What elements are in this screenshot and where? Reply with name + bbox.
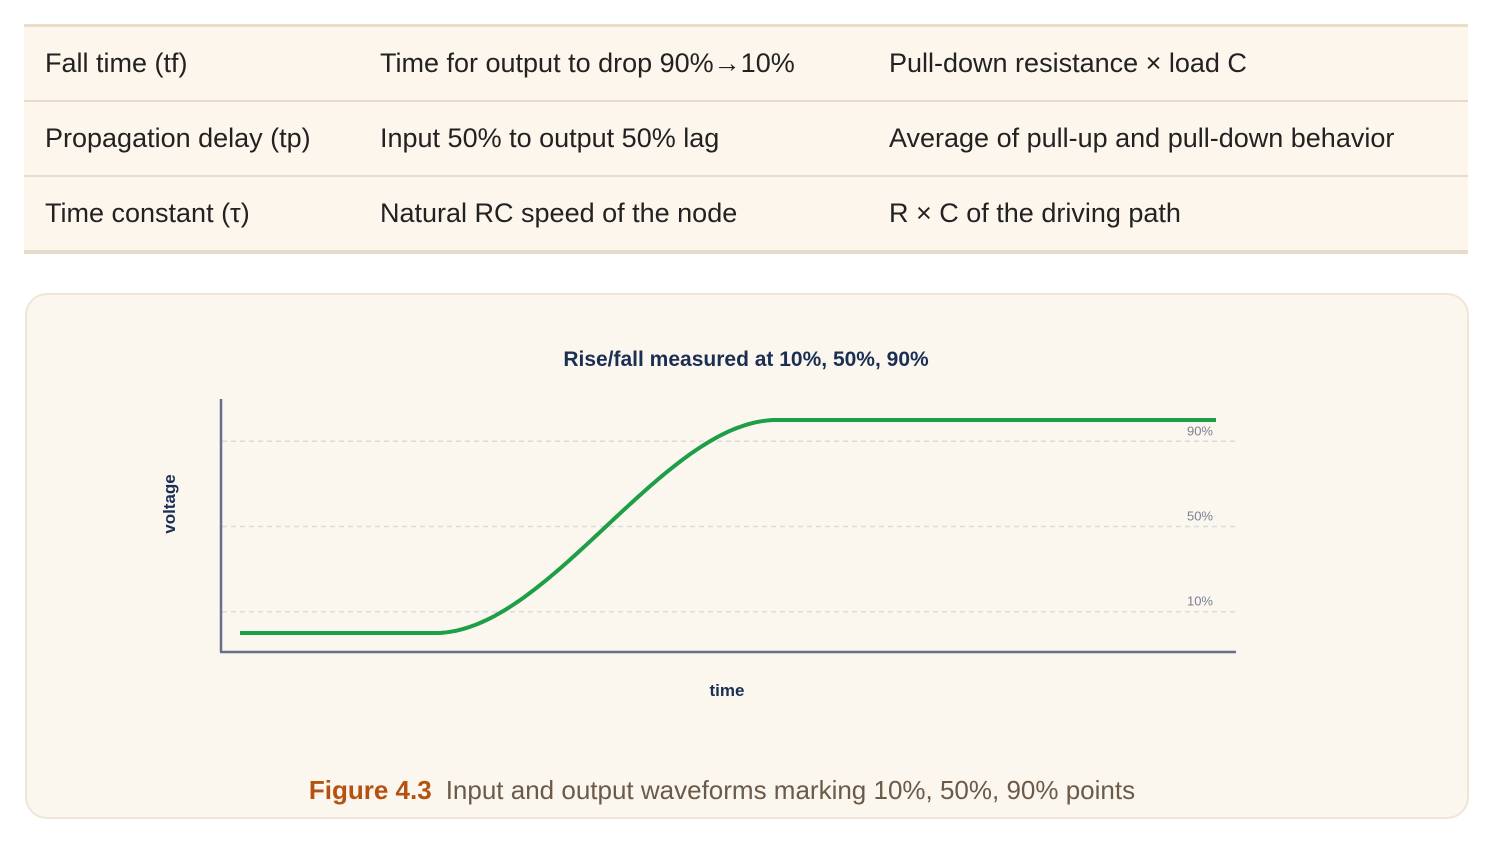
table-top-border	[24, 24, 1468, 27]
reference-lines: 90% 50% 10%	[222, 423, 1236, 613]
table-cell-term: Fall time (tf)	[24, 27, 359, 102]
table-cell-driver: R × C of the driving path	[868, 176, 1468, 254]
chart-title: Rise/fall measured at 10%, 50%, 90%	[563, 348, 929, 371]
reference-label-10pct: 10%	[1187, 594, 1213, 609]
output-waveform-series	[240, 418, 1216, 635]
figure-panel	[25, 293, 1469, 819]
table-row: Fall time (tf) Time for output to drop 9…	[24, 27, 1468, 102]
table-cell-meaning: Input 50% to output 50% lag	[359, 101, 868, 177]
table-row: Time constant (τ) Natural RC speed of th…	[24, 176, 1468, 254]
table-cell-term: Time constant (τ)	[24, 176, 359, 254]
table-cell-term: Propagation delay (tp)	[24, 101, 359, 177]
table-row: Propagation delay (tp) Input 50% to outp…	[24, 101, 1468, 177]
figure-caption: Figure 4.3 Input and output waveforms mar…	[0, 775, 1444, 806]
x-axis-label: time	[710, 681, 745, 700]
table-cell-meaning: Natural RC speed of the node	[359, 176, 868, 254]
reference-label-90pct: 90%	[1187, 423, 1213, 438]
y-axis-label: voltage	[160, 474, 179, 534]
figure-caption-text: Input and output waveforms marking 10%, …	[445, 775, 1136, 805]
figure-number: Figure 4.3	[308, 775, 432, 805]
timing-terms-table: Fall time (tf) Time for output to drop 9…	[24, 27, 1468, 254]
table-cell-meaning: Time for output to drop 90%→10%	[359, 27, 868, 102]
table-cell-driver: Pull-down resistance × load C	[868, 27, 1468, 102]
table-cell-driver: Average of pull-up and pull-down behavio…	[868, 101, 1468, 177]
reference-label-50pct: 50%	[1187, 509, 1213, 524]
